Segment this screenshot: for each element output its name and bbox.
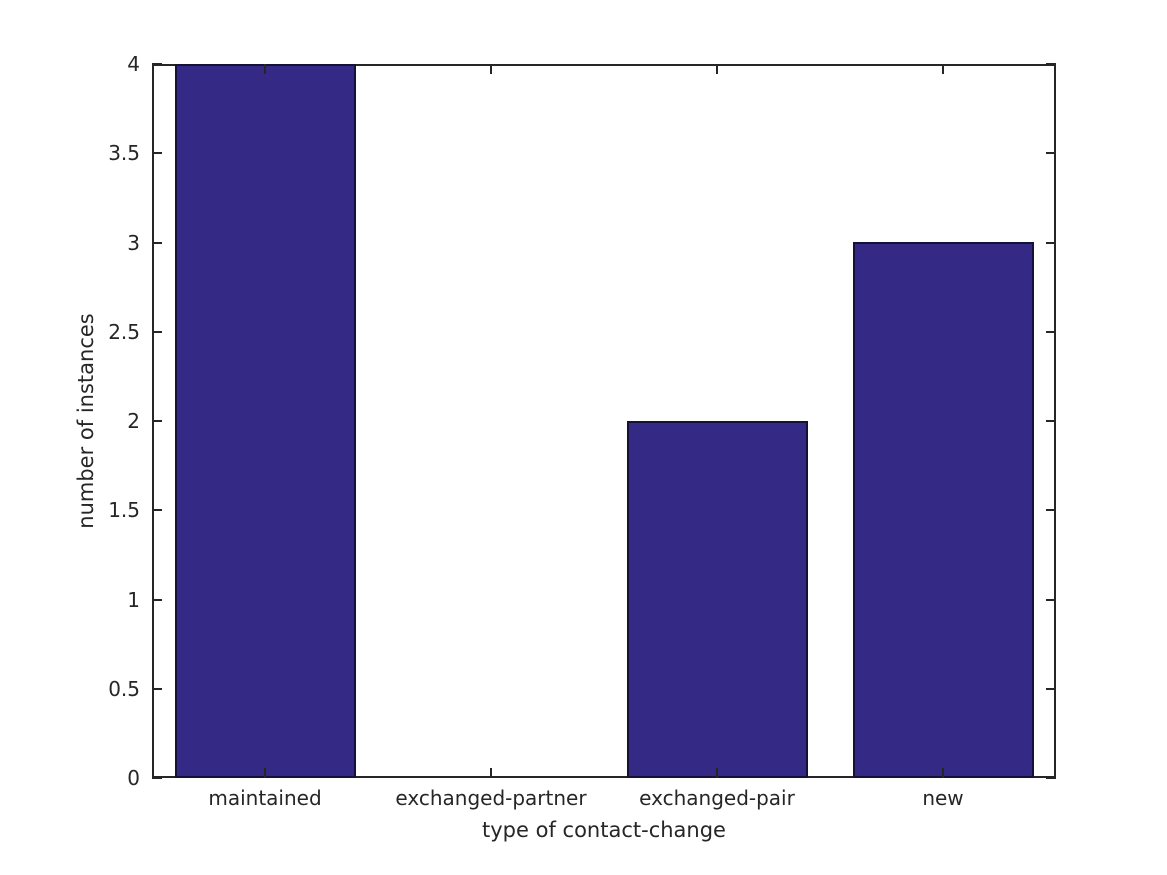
y-axis-label: number of instances bbox=[74, 313, 98, 529]
y-tick-right bbox=[1046, 420, 1056, 422]
x-tick-top bbox=[264, 64, 266, 74]
y-tick-label: 2.5 bbox=[108, 320, 140, 344]
x-axis-label: type of contact-change bbox=[482, 818, 726, 842]
x-tick-bottom bbox=[264, 768, 266, 778]
y-tick-label: 1 bbox=[127, 588, 140, 612]
y-tick-label: 0.5 bbox=[108, 677, 140, 701]
y-tick-left bbox=[152, 242, 162, 244]
y-tick-label: 4 bbox=[127, 52, 140, 76]
y-tick-left bbox=[152, 420, 162, 422]
y-tick-right bbox=[1046, 688, 1056, 690]
y-tick-right bbox=[1046, 63, 1056, 65]
y-tick-label: 3 bbox=[127, 231, 140, 255]
bar-maintained bbox=[175, 64, 356, 778]
y-tick-left bbox=[152, 331, 162, 333]
x-tick-label: new bbox=[922, 786, 964, 810]
bar-exchanged-pair bbox=[627, 421, 808, 778]
y-tick-right bbox=[1046, 777, 1056, 779]
x-tick-top bbox=[716, 64, 718, 74]
y-tick-left bbox=[152, 777, 162, 779]
x-tick-bottom bbox=[716, 768, 718, 778]
y-tick-label: 2 bbox=[127, 409, 140, 433]
bar-new bbox=[853, 242, 1034, 778]
x-tick-top bbox=[942, 64, 944, 74]
y-tick-right bbox=[1046, 509, 1056, 511]
y-tick-label: 3.5 bbox=[108, 141, 140, 165]
x-tick-top bbox=[490, 64, 492, 74]
x-tick-label: exchanged-pair bbox=[639, 786, 795, 810]
y-tick-right bbox=[1046, 152, 1056, 154]
x-tick-label: exchanged-partner bbox=[395, 786, 587, 810]
y-tick-left bbox=[152, 509, 162, 511]
y-tick-left bbox=[152, 688, 162, 690]
x-tick-label: maintained bbox=[208, 786, 322, 810]
y-tick-left bbox=[152, 152, 162, 154]
y-tick-left bbox=[152, 63, 162, 65]
y-tick-right bbox=[1046, 599, 1056, 601]
y-tick-label: 1.5 bbox=[108, 498, 140, 522]
x-tick-bottom bbox=[942, 768, 944, 778]
x-tick-bottom bbox=[490, 768, 492, 778]
y-tick-right bbox=[1046, 331, 1056, 333]
y-tick-right bbox=[1046, 242, 1056, 244]
y-tick-left bbox=[152, 599, 162, 601]
y-tick-label: 0 bbox=[127, 766, 140, 790]
